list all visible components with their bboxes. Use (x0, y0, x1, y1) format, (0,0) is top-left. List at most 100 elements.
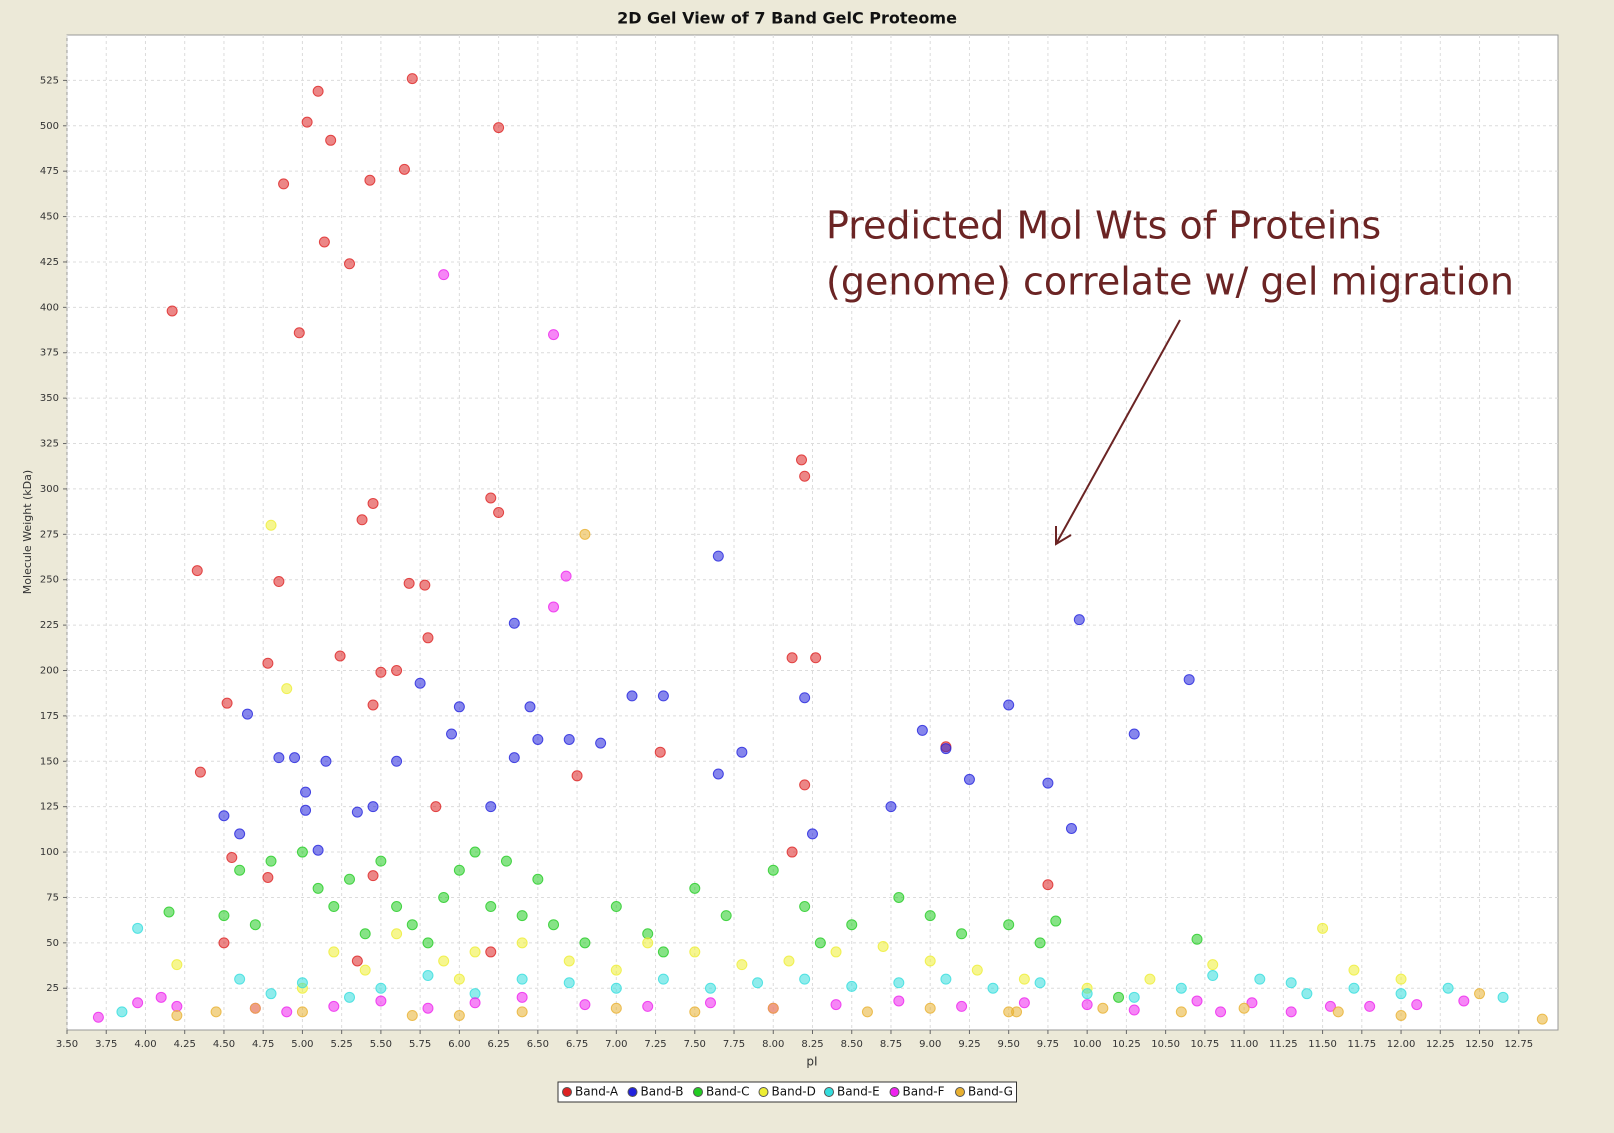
point (485, 492, 497, 504)
y-tick-label: 450 (40, 212, 59, 223)
point (752, 977, 764, 989)
point (422, 970, 434, 982)
x-tick-label: 10.25 (1112, 1039, 1141, 1050)
x-tick-label: 10.75 (1191, 1039, 1220, 1050)
point (265, 855, 277, 867)
point (116, 1006, 128, 1018)
point (344, 258, 356, 270)
x-tick-label: 9.50 (998, 1039, 1020, 1050)
point (704, 997, 716, 1009)
point (453, 701, 465, 713)
point (532, 733, 544, 745)
x-tick-label: 7.00 (605, 1039, 627, 1050)
point (351, 806, 363, 818)
point (328, 901, 340, 913)
point (940, 743, 952, 755)
point (654, 746, 666, 758)
point (689, 1006, 701, 1018)
point (301, 116, 313, 128)
point (312, 844, 324, 856)
point (1395, 973, 1407, 985)
point (1442, 982, 1454, 994)
legend-box (557, 1081, 1017, 1103)
point (642, 1000, 654, 1012)
point (367, 801, 379, 813)
legend-label: Band-B (641, 1085, 684, 1099)
point (328, 946, 340, 958)
point (846, 919, 858, 931)
point (1458, 995, 1470, 1007)
point (1073, 614, 1085, 626)
point (289, 752, 301, 764)
point (312, 85, 324, 97)
point (1317, 922, 1329, 934)
y-tick-label: 525 (40, 75, 59, 86)
point (218, 810, 230, 822)
point (736, 959, 748, 971)
point (563, 977, 575, 989)
point (799, 973, 811, 985)
x-tick-label: 8.00 (762, 1039, 784, 1050)
point (783, 955, 795, 967)
point (516, 937, 528, 949)
point (469, 846, 481, 858)
point (516, 910, 528, 922)
point (767, 864, 779, 876)
point (548, 919, 560, 931)
point (1034, 937, 1046, 949)
y-tick-label: 275 (40, 529, 59, 540)
point (963, 773, 975, 785)
point (1324, 1000, 1336, 1012)
y-tick-label: 175 (40, 711, 59, 722)
x-tick-label: 4.75 (252, 1039, 274, 1050)
point (234, 864, 246, 876)
point (1018, 973, 1030, 985)
point (940, 973, 952, 985)
point (430, 801, 442, 813)
x-tick-label: 12.00 (1387, 1039, 1416, 1050)
annotation-line: (genome) correlate w/ gel migration (826, 260, 1514, 304)
x-tick-label: 7.50 (684, 1039, 706, 1050)
point (234, 973, 246, 985)
point (1050, 915, 1062, 927)
y-tick-label: 50 (46, 938, 59, 949)
point (1395, 988, 1407, 1000)
point (1128, 991, 1140, 1003)
point (500, 855, 512, 867)
point (1474, 988, 1486, 1000)
point (278, 178, 290, 190)
point (367, 699, 379, 711)
point (469, 997, 481, 1009)
point (1097, 1002, 1109, 1014)
point (328, 1000, 340, 1012)
x-tick-label: 5.75 (409, 1039, 431, 1050)
x-tick-label: 11.75 (1347, 1039, 1376, 1050)
point (1348, 982, 1360, 994)
point (799, 692, 811, 704)
point (453, 1009, 465, 1021)
point (579, 999, 591, 1011)
legend-label: Band-C (706, 1085, 750, 1099)
point (469, 988, 481, 1000)
point (241, 708, 253, 720)
point (971, 964, 983, 976)
point (320, 755, 332, 767)
point (163, 906, 175, 918)
y-tick-label: 100 (40, 847, 59, 858)
point (1081, 988, 1093, 1000)
legend-label: Band-E (837, 1085, 880, 1099)
point (571, 770, 583, 782)
point (265, 519, 277, 531)
point (422, 1002, 434, 1014)
point (367, 497, 379, 509)
point (657, 690, 669, 702)
x-tick-label: 12.50 (1465, 1039, 1494, 1050)
point (893, 995, 905, 1007)
point (830, 946, 842, 958)
x-tick-label: 4.50 (213, 1039, 235, 1050)
y-tick-label: 400 (40, 302, 59, 313)
y-tick-label: 475 (40, 166, 59, 177)
point (1144, 973, 1156, 985)
point (191, 565, 203, 577)
point (642, 928, 654, 940)
